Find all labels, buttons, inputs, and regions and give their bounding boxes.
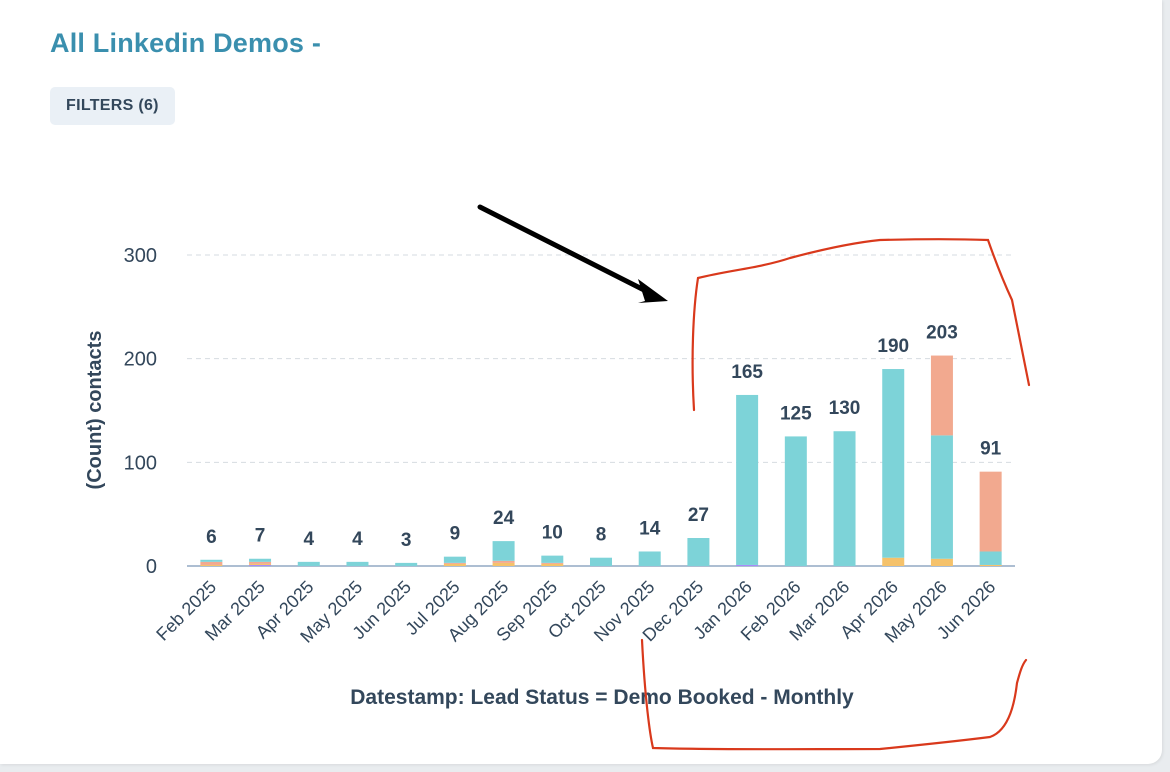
bars [200, 355, 1002, 566]
total-label: 8 [596, 525, 607, 546]
bar-segment[interactable] [930, 355, 953, 436]
x-axis-title: Datestamp: Lead Status = Demo Booked - M… [350, 686, 854, 709]
total-label: 3 [401, 530, 412, 551]
y-axis: 0 100 200 300 [124, 245, 1015, 578]
bar-segment[interactable] [930, 558, 953, 566]
bar-segment[interactable] [638, 551, 661, 566]
bar-segment[interactable] [833, 431, 856, 566]
bar-segment[interactable] [736, 394, 759, 565]
total-label: 4 [303, 529, 314, 550]
bar-segment[interactable] [249, 561, 272, 564]
report-title[interactable]: All Linkedin Demos - [50, 28, 322, 58]
bar-segment[interactable] [492, 562, 515, 566]
bar-segment[interactable] [443, 556, 466, 563]
bar-segment[interactable] [736, 564, 759, 566]
annotation-arrow-line [477, 204, 653, 296]
bar-segment[interactable] [979, 471, 1002, 552]
bar-segment[interactable] [979, 551, 1002, 565]
bar-segment[interactable] [541, 562, 564, 564]
total-label: 10 [542, 523, 563, 544]
total-label: 4 [352, 529, 363, 550]
y-tick-label: 100 [124, 452, 157, 474]
bar-segment[interactable] [492, 560, 515, 563]
annotation-highlight-top [691, 238, 1031, 412]
bar-segment[interactable] [882, 369, 905, 558]
y-tick-label: 0 [146, 556, 157, 578]
total-labels: 6 7 4 4 3 9 24 10 8 14 27 165 125 130 190 203 91 [206, 323, 1002, 551]
total-label: 9 [450, 524, 461, 545]
bar-segment[interactable] [979, 564, 1002, 566]
total-label: 203 [926, 323, 958, 344]
filters-button[interactable]: FILTERS (6) [50, 87, 175, 125]
total-label: 125 [780, 403, 812, 424]
bar-segment[interactable] [784, 436, 807, 566]
total-label: 24 [493, 508, 515, 529]
bar-segment[interactable] [200, 564, 223, 566]
annotation-arrow-head [638, 279, 668, 303]
bar-segment[interactable] [590, 557, 612, 566]
grid-lines [187, 254, 1015, 463]
bar-segment[interactable] [443, 562, 466, 564]
total-label: 27 [688, 505, 709, 526]
bar-segment[interactable] [200, 561, 223, 565]
bar-segment[interactable] [346, 561, 369, 566]
bar-segment[interactable] [249, 558, 272, 562]
bar-segment[interactable] [687, 538, 710, 566]
total-label: 190 [877, 336, 909, 357]
bar-segment[interactable] [492, 541, 515, 561]
total-label: 165 [731, 362, 763, 383]
bar-segment[interactable] [297, 561, 320, 566]
total-label: 7 [255, 526, 266, 547]
bar-segment[interactable] [200, 559, 223, 562]
bar-segment[interactable] [541, 555, 564, 563]
y-tick-label: 200 [124, 349, 157, 371]
bar-segment[interactable] [930, 435, 953, 559]
total-label: 91 [980, 439, 1002, 460]
total-label: 6 [206, 527, 217, 548]
total-label: 14 [639, 518, 661, 539]
bar-segment[interactable] [395, 562, 418, 566]
bar-segment[interactable] [443, 563, 466, 566]
total-label: 130 [829, 398, 861, 419]
bar-segment[interactable] [882, 557, 905, 566]
annotation-highlight-bottom [640, 638, 1028, 751]
annotations [477, 204, 1031, 751]
bar-segment[interactable] [249, 563, 272, 565]
bar-segment[interactable] [249, 564, 272, 566]
y-tick-label: 300 [124, 245, 157, 267]
bar-segment[interactable] [541, 563, 564, 566]
y-axis-title: (Count) contacts [84, 331, 106, 490]
